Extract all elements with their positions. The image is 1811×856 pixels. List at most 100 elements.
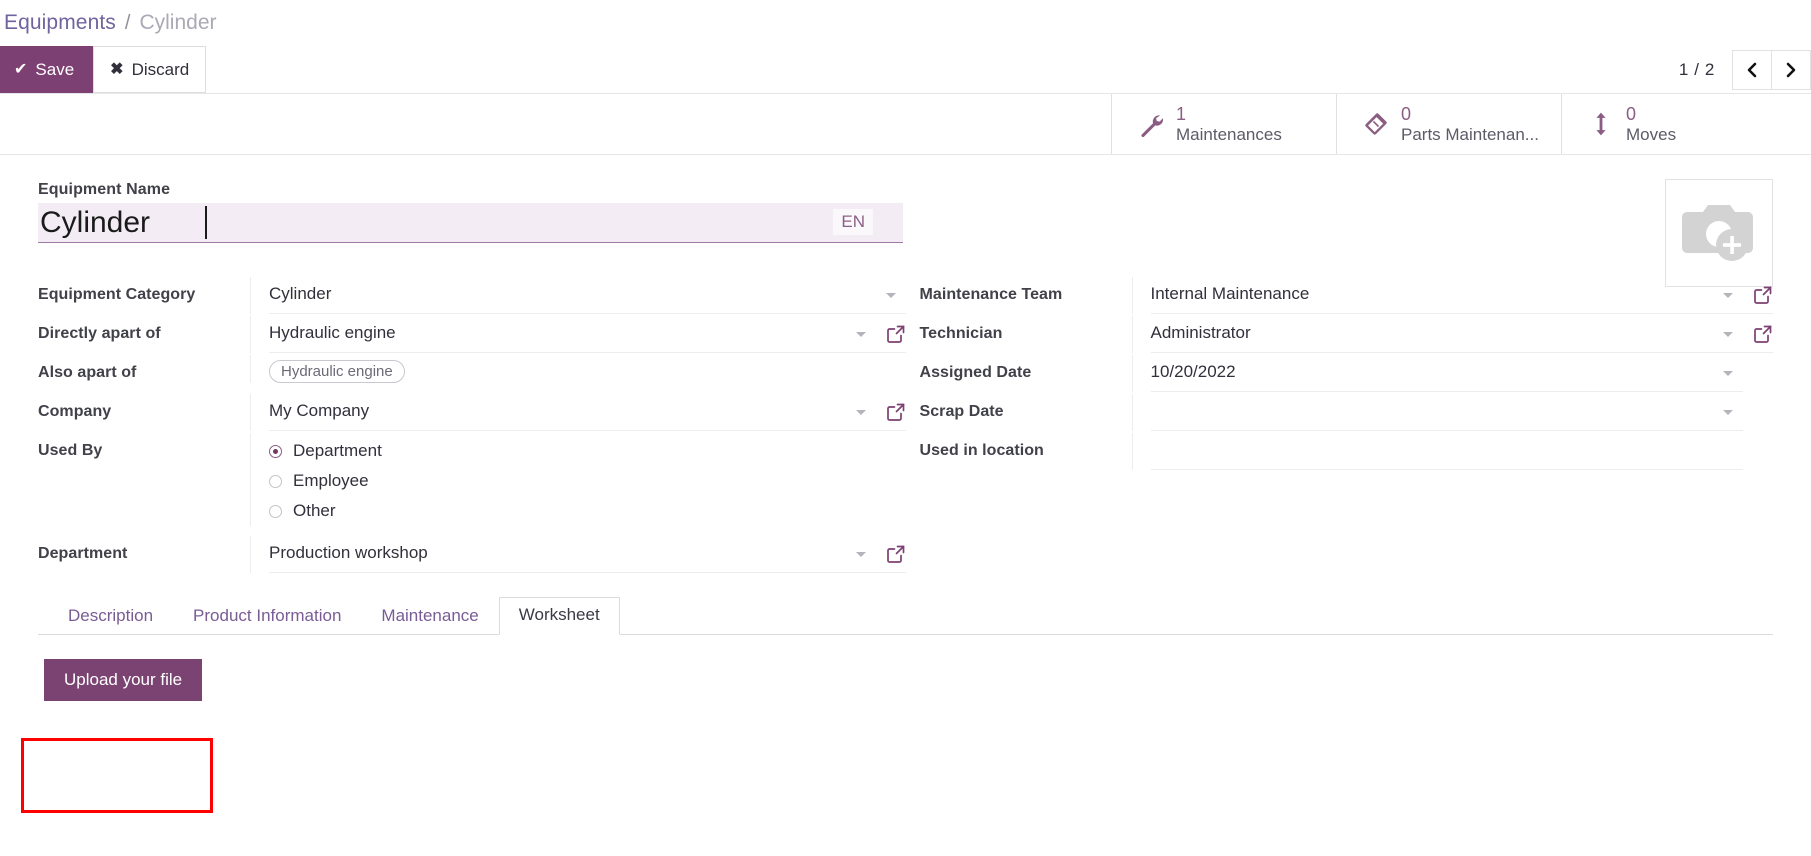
chevron-left-icon [1747,62,1757,77]
field-value[interactable]: Administrator [1150,323,1251,342]
wrench-icon [1138,111,1164,137]
stat-button-maintenances[interactable]: 1 Maintenances [1111,94,1336,154]
external-link-icon[interactable] [886,402,906,422]
chevron-down-icon[interactable] [1723,409,1733,415]
discard-button[interactable]: ✖ Discard [93,46,207,93]
upload-your-file-button[interactable]: Upload your file [44,659,203,701]
arrows-vertical-icon [1588,111,1614,137]
radio-indicator[interactable] [269,474,282,488]
breadcrumb-root-link[interactable]: Equipments [4,11,116,34]
external-link-icon[interactable] [886,544,906,564]
tab-product-information[interactable]: Product Information [193,606,342,625]
field-label: Used By [38,442,103,459]
breadcrumb-separator: / [124,11,131,34]
notebook: Description Product Information Maintena… [38,597,1773,701]
field-label: Scrap Date [919,403,1004,420]
external-link-icon[interactable] [1753,324,1773,344]
field-scrap-date: Scrap Date [920,394,1774,433]
equipment-name-input[interactable] [38,203,903,243]
field-value[interactable]: Cylinder [269,284,332,303]
stat-button-moves[interactable]: 0 Moves [1561,94,1811,154]
stat-button-row: 1 Maintenances 0 Parts Maintenan... [0,93,1811,155]
field-used-by: Used By Department Employee [38,433,906,526]
discard-button-label: Discard [131,59,190,79]
text-caret [205,206,207,239]
chevron-right-icon [1786,62,1796,77]
breadcrumb: Equipments / Cylinder [0,0,1811,46]
ticket-icon [1363,111,1389,137]
radio-label: Other [293,501,336,520]
field-value[interactable]: Production workshop [269,543,428,562]
tag-hydraulic-engine[interactable]: Hydraulic engine [269,360,405,383]
x-icon: ✖ [110,60,124,78]
field-value[interactable] [1151,450,1744,452]
tab-description[interactable]: Description [68,606,154,625]
field-assigned-date: Assigned Date 10/20/2022 [920,355,1774,394]
field-label: Department [38,545,128,562]
tab-panel-worksheet: Upload your file [38,635,1773,701]
field-value[interactable]: My Company [269,401,370,420]
stat-button-parts-maintenance[interactable]: 0 Parts Maintenan... [1336,94,1561,154]
external-link-icon[interactable] [1753,285,1773,305]
form-sheet: 1 Maintenances 0 Parts Maintenan... [0,93,1811,701]
chevron-down-icon[interactable] [885,292,896,298]
pager-previous-button[interactable] [1732,49,1772,90]
form-column-left: Equipment Category Cylinder Directly apa… [38,277,906,575]
stat-label: Parts Maintenan... [1401,124,1539,144]
field-technician: Technician Administrator [919,316,1773,355]
chevron-down-icon[interactable] [855,331,866,337]
field-label: Technician [919,325,1003,342]
radio-option-employee[interactable]: Employee [269,466,906,496]
used-by-radio-group: Department Employee Other [269,433,906,526]
field-directly-apart-of: Directly apart of Hydraulic engine [38,316,906,355]
field-label: Used in location [919,442,1044,459]
equipment-name-block: Equipment Name EN [38,181,903,243]
form-column-right: Maintenance Team Internal Maintenance [906,277,1774,575]
field-value[interactable] [1151,411,1724,413]
language-badge[interactable]: EN [833,209,873,235]
breadcrumb-current: Cylinder [139,11,217,34]
radio-option-other[interactable]: Other [269,496,906,526]
radio-indicator[interactable] [269,504,282,518]
stat-value: 0 [1401,103,1412,124]
field-maintenance-team: Maintenance Team Internal Maintenance [919,277,1773,316]
stat-label: Moves [1626,124,1677,144]
field-equipment-category: Equipment Category Cylinder [38,277,906,316]
chevron-down-icon[interactable] [855,551,866,557]
chevron-down-icon[interactable] [855,409,866,415]
control-panel: ✔ Save ✖ Discard 1 / 2 [0,46,1811,93]
field-label: Equipment Category [38,286,196,303]
radio-indicator[interactable] [269,444,282,458]
equipment-photo-upload[interactable] [1665,179,1773,287]
tab-maintenance[interactable]: Maintenance [381,606,479,625]
stat-value: 1 [1176,103,1187,124]
field-label: Directly apart of [38,325,161,342]
form-field-group: Equipment Category Cylinder Directly apa… [38,277,1773,575]
field-value[interactable]: 10/20/2022 [1150,362,1236,381]
field-department: Department Production workshop [38,536,906,575]
annotation-highlight-upload [21,738,213,813]
field-label: Assigned Date [919,364,1032,381]
radio-label: Employee [293,471,369,490]
external-link-icon[interactable] [886,324,906,344]
check-icon: ✔ [14,60,28,78]
field-also-apart-of: Also apart of Hydraulic engine [38,355,906,394]
field-value[interactable]: Hydraulic engine [269,323,396,342]
radio-label: Department [293,441,382,460]
save-button[interactable]: ✔ Save [0,46,95,93]
chevron-down-icon[interactable] [1723,331,1733,337]
stat-label: Maintenances [1176,124,1282,144]
camera-add-icon [1682,205,1753,261]
save-button-label: Save [35,59,75,79]
chevron-down-icon[interactable] [1723,370,1733,376]
field-label: Maintenance Team [919,286,1063,303]
tab-worksheet[interactable]: Worksheet [498,597,620,635]
radio-option-department[interactable]: Department [269,436,906,466]
chevron-down-icon[interactable] [1723,292,1733,298]
pager-next-button[interactable] [1771,49,1811,90]
field-used-in-location: Used in location [920,433,1774,472]
notebook-tabs: Description Product Information Maintena… [38,597,1773,635]
field-label: Company [38,403,112,420]
field-value[interactable]: Internal Maintenance [1150,284,1310,303]
